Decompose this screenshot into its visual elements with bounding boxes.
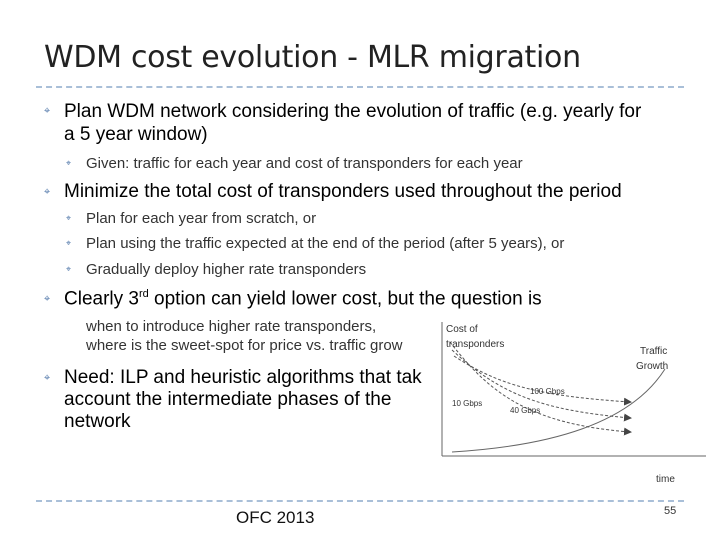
bullet-4-text: Need: ILP and heuristic algorithms that … — [64, 367, 422, 388]
bullet-3-sub-1: when to introduce higher rate transponde… — [86, 318, 377, 335]
curve-label-10g: 10 Gbps — [452, 399, 482, 408]
page-number: 55 — [664, 505, 677, 517]
bullet-3-sub-2: where is the sweet-spot for price vs. tr… — [86, 337, 403, 354]
sub-bullet-marker-icon: ⌖ — [66, 213, 72, 223]
sub-bullet-marker-icon: ⌖ — [66, 158, 72, 168]
traffic-label-line1: Traffic — [640, 346, 667, 357]
bullet-3-pre: Clearly 3 — [64, 288, 139, 310]
title-divider — [36, 86, 684, 88]
cost-curve-10g — [449, 341, 632, 436]
curve-label-100g: 100 Gbps — [530, 387, 565, 396]
cost-evolution-figure: Cost of transponders Traffic Growth 100 … — [430, 314, 712, 492]
bullet-2-sub-1: Plan for each year from scratch, or — [86, 210, 317, 227]
slide-title: WDM cost evolution - MLR migration — [44, 40, 581, 75]
bullet-marker-icon: ⌖ — [44, 105, 51, 117]
bullet-2-sub-2: Plan using the traffic expected at the e… — [86, 235, 565, 252]
bullet-3-superscript: rd — [138, 288, 149, 300]
bullet-1-sub-1: Given: traffic for each year and cost of… — [86, 155, 523, 172]
sub-bullet-marker-icon: ⌖ — [66, 238, 72, 248]
traffic-growth-curve — [451, 368, 666, 453]
cost-evolution-diagram: Cost of transponders Traffic Growth 100 … — [441, 322, 706, 485]
footer-conference: OFC 2013 — [236, 508, 315, 527]
bullet-marker-icon: ⌖ — [44, 372, 51, 384]
bullet-2-text: Minimize the total cost of transponders … — [64, 181, 622, 202]
bullet-2-sub-3: Gradually deploy higher rate transponder… — [86, 261, 367, 278]
sub-bullet-marker-icon: ⌖ — [66, 264, 72, 274]
footer-divider — [36, 500, 684, 502]
curve-label-40g: 40 Gbps — [510, 406, 540, 415]
x-axis-label: time — [656, 474, 675, 485]
y-axis-label-line1: Cost of — [446, 324, 478, 335]
bullet-1-continuation: a 5 year window) — [64, 124, 208, 145]
bullet-1-text: Plan WDM network considering the evoluti… — [64, 101, 642, 122]
bullet-marker-icon: ⌖ — [44, 186, 51, 198]
bullet-3-text: Clearly 3rd option can yield lower cost,… — [64, 288, 542, 310]
bullet-4-continuation-1: account the intermediate phases of the — [64, 389, 392, 410]
y-axis-label-line2: transponders — [446, 339, 504, 350]
bullet-3-post: option can yield lower cost, but the que… — [148, 288, 542, 310]
traffic-label-line2: Growth — [636, 361, 668, 372]
bullet-marker-icon: ⌖ — [44, 293, 51, 305]
bullet-4-continuation-2: network — [64, 411, 131, 432]
